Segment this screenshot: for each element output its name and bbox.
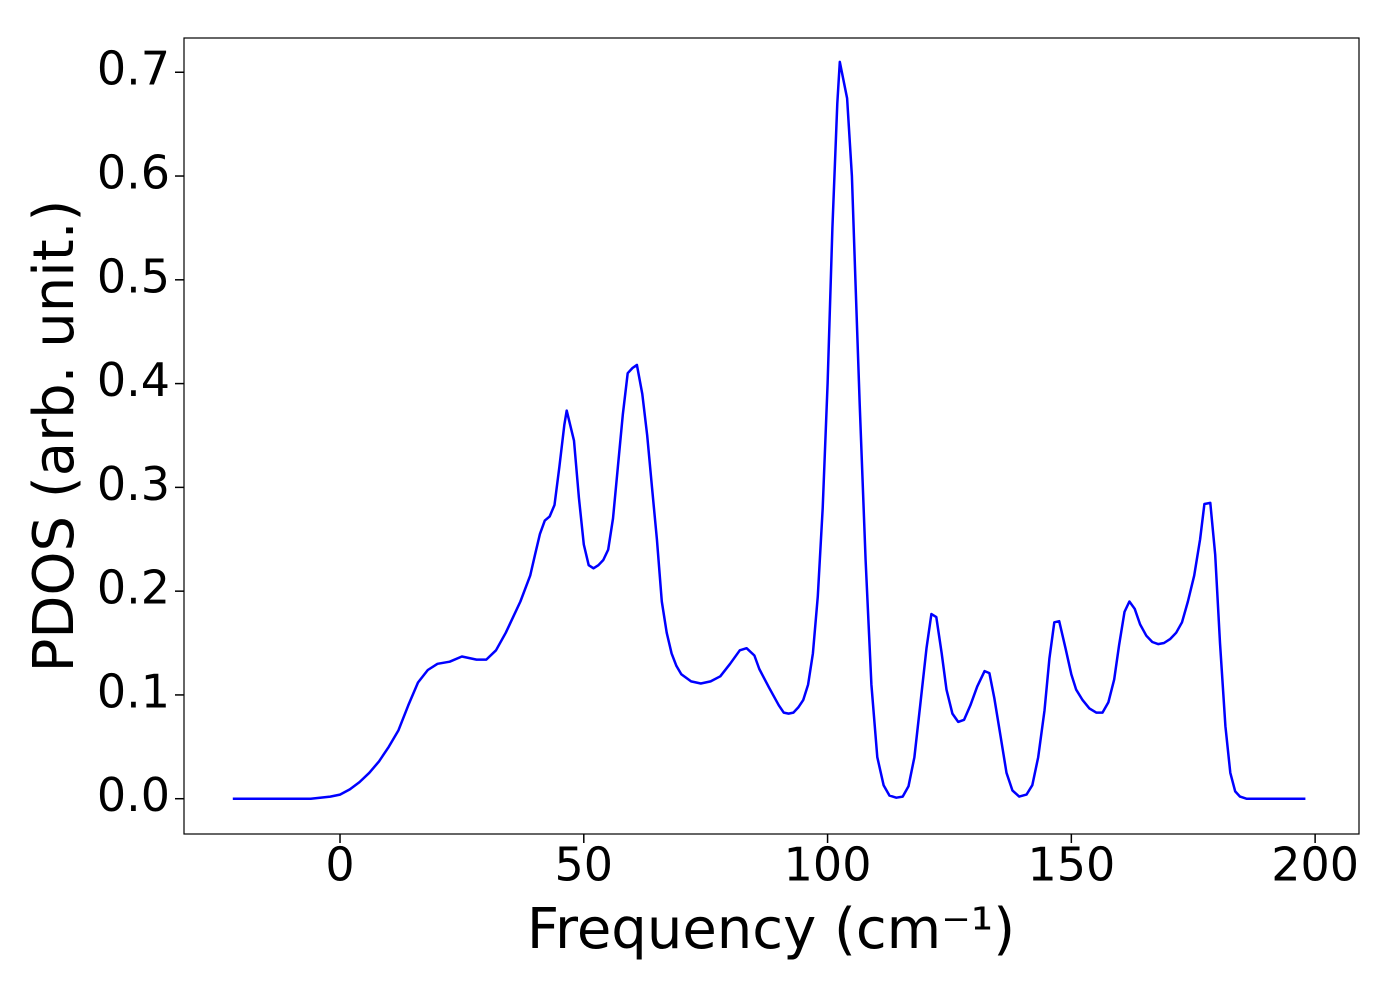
x-tick-label: 50 <box>555 838 614 892</box>
y-tick-label: 0.3 <box>97 457 170 511</box>
x-axis-label: Frequency (cm⁻¹) <box>527 897 1015 962</box>
y-tick-label: 0.1 <box>97 664 170 718</box>
y-tick-label: 0.6 <box>97 146 170 200</box>
y-tick-label: 0.2 <box>97 561 170 615</box>
plot-frame <box>183 37 1360 835</box>
x-tick-label: 150 <box>1027 838 1115 892</box>
data-line <box>232 60 1306 800</box>
x-tick-label: 0 <box>325 838 354 892</box>
x-tick-label: 100 <box>784 838 872 892</box>
x-tick-label: 200 <box>1271 838 1359 892</box>
y-tick-label: 0.0 <box>97 768 170 822</box>
y-tick-label: 0.7 <box>97 42 170 96</box>
y-tick-label: 0.4 <box>97 353 170 407</box>
y-tick-label: 0.5 <box>97 249 170 303</box>
y-axis-label: PDOS (arb. unit.) <box>22 200 87 673</box>
